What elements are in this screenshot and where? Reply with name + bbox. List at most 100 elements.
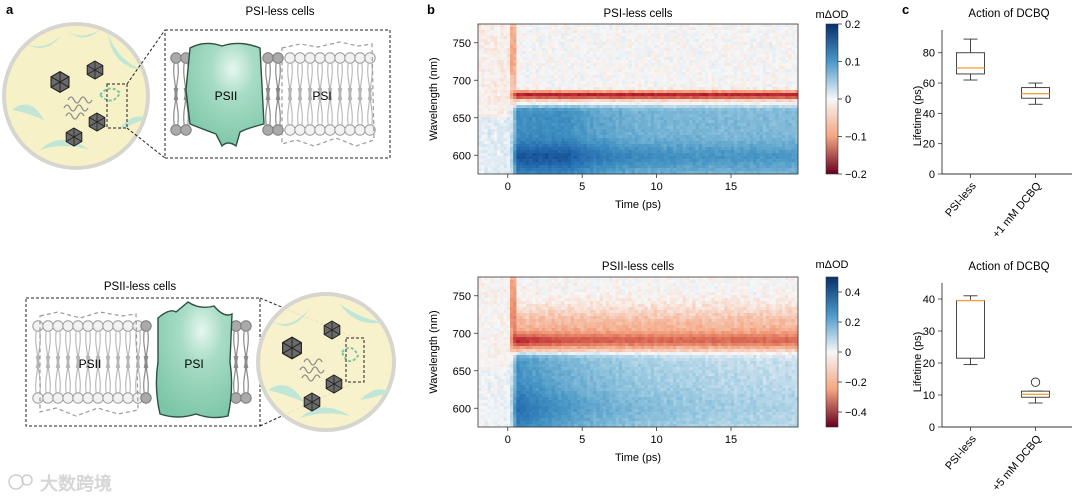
heatmap-cell <box>647 24 652 28</box>
heatmap-cell <box>740 99 744 103</box>
heatmap-cell <box>692 129 696 133</box>
heatmap-cell <box>657 135 661 139</box>
heatmap-cell <box>510 66 514 70</box>
heatmap-cell <box>759 150 764 154</box>
heatmap-cell <box>570 153 575 157</box>
heatmap-cell <box>558 132 562 136</box>
heatmap-cell <box>766 54 770 58</box>
heatmap-cell <box>692 159 696 163</box>
heatmap-cell <box>561 69 565 73</box>
heatmap-cell <box>503 30 508 34</box>
heatmap-cell <box>580 42 584 46</box>
heatmap-cell <box>775 63 780 67</box>
heatmap-cell <box>788 72 792 76</box>
heatmap-cell <box>641 30 645 34</box>
heatmap-cell <box>631 57 636 61</box>
heatmap-cell <box>670 105 674 109</box>
heatmap-cell <box>654 69 658 73</box>
heatmap-cell <box>682 93 687 97</box>
heatmap-cell <box>721 120 725 124</box>
heatmap-cell <box>487 159 492 163</box>
heatmap-cell <box>782 69 786 73</box>
heatmap-cell <box>673 24 677 28</box>
heatmap-cell <box>746 60 751 64</box>
heatmap-cell <box>519 135 524 139</box>
heatmap-cell <box>551 57 556 61</box>
heatmap-cell <box>714 168 719 172</box>
heatmap-cell <box>478 141 482 145</box>
heatmap-cell <box>730 27 735 31</box>
heatmap-cell <box>711 93 716 97</box>
heatmap-cell <box>532 156 536 160</box>
heatmap-cell <box>766 30 770 34</box>
heatmap-cell <box>625 30 629 34</box>
heatmap-cell <box>753 84 757 88</box>
heatmap-cell <box>654 105 658 109</box>
heatmap-cell <box>663 96 668 100</box>
heatmap-cell <box>606 63 610 67</box>
heatmap-cell <box>750 99 754 103</box>
heatmap-cell <box>778 24 783 28</box>
heatmap-cell <box>730 51 735 55</box>
heatmap-cell <box>778 54 783 58</box>
heatmap-cell <box>577 33 581 37</box>
heatmap-cell <box>481 66 485 70</box>
heatmap-cell <box>775 33 780 37</box>
heatmap-cell <box>698 144 703 148</box>
heatmap-cell <box>612 78 616 82</box>
heatmap-cell <box>734 63 738 67</box>
heatmap-cell <box>490 54 495 58</box>
heatmap-cell <box>788 54 792 58</box>
heatmap-cell <box>666 75 671 79</box>
heatmap-cell <box>532 126 536 130</box>
heatmap-cell <box>622 150 626 154</box>
heatmap-cell <box>769 27 773 31</box>
heatmap-cell <box>730 33 735 37</box>
heatmap-cell <box>618 120 623 124</box>
heatmap-cell <box>586 30 591 34</box>
heatmap-cell <box>689 132 693 136</box>
heatmap-cell <box>721 171 725 175</box>
heatmap-cell <box>766 117 770 121</box>
heatmap-cell <box>743 63 748 67</box>
heatmap-cell <box>708 87 712 91</box>
heatmap-cell <box>782 117 786 121</box>
heatmap-cell <box>788 60 792 64</box>
heatmap-cell <box>481 156 485 160</box>
heatmap-cell <box>494 120 498 124</box>
heatmap-cell <box>609 126 613 130</box>
heatmap-cell <box>689 81 693 85</box>
heatmap-cell <box>558 60 562 64</box>
heatmap-cell <box>612 99 616 103</box>
heatmap-cell <box>721 114 725 118</box>
heatmap-cell <box>737 57 741 61</box>
heatmap-cell <box>679 57 684 61</box>
heatmap-cell <box>554 60 559 64</box>
heatmap-cell <box>679 138 684 142</box>
heatmap-cell <box>542 105 546 109</box>
heatmap-cell <box>705 135 709 139</box>
heatmap-cell <box>740 90 744 94</box>
heatmap-cell <box>602 159 607 163</box>
heatmap-cell <box>772 168 776 172</box>
heatmap-cell <box>682 90 687 94</box>
heatmap-cell <box>657 93 661 97</box>
heatmap-cell <box>567 72 572 76</box>
heatmap-cell <box>593 96 597 100</box>
heatmap-cell <box>737 39 741 43</box>
heatmap-cell <box>612 120 616 124</box>
heatmap-cell <box>682 120 687 124</box>
heatmap-cell <box>654 126 658 130</box>
heatmap-cell <box>673 102 677 106</box>
heatmap-cell <box>650 78 655 82</box>
heatmap-cell <box>676 132 680 136</box>
heatmap-cell <box>481 57 485 61</box>
heatmap-cell <box>506 129 511 133</box>
heatmap-cell <box>554 153 559 157</box>
heatmap-cell <box>615 57 620 61</box>
heatmap-cell <box>663 63 668 67</box>
heatmap-cell <box>542 60 546 64</box>
heatmap-cell <box>519 129 524 133</box>
heatmap-cell <box>554 81 559 85</box>
heatmap-cell <box>490 168 495 172</box>
